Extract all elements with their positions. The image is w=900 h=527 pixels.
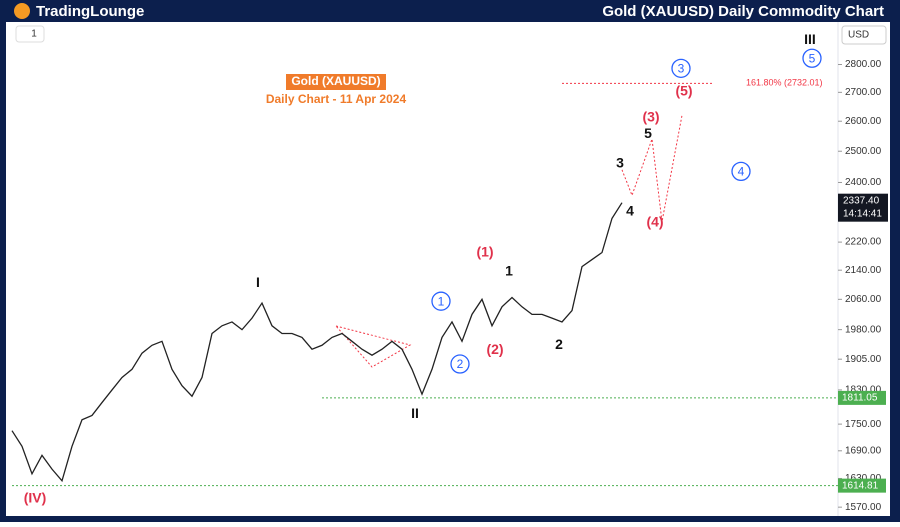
currency-button[interactable]	[841, 25, 887, 45]
y-tick-label: 1750.00	[845, 419, 882, 430]
level-box	[838, 390, 886, 405]
price-line	[11, 202, 623, 483]
wave-circle	[450, 354, 470, 374]
wave-label: 4	[626, 203, 634, 219]
currency[interactable]: USD	[848, 30, 869, 41]
plot-area	[6, 22, 890, 516]
brand: TradingLounge	[36, 3, 144, 20]
wave-circle	[731, 161, 751, 182]
wave-label: (3)	[642, 109, 659, 125]
wave-label: 1	[438, 294, 445, 308]
wave-label: (4)	[646, 214, 663, 230]
y-tick-label: 1630.00	[845, 473, 882, 484]
y-tick-label: 2220.00	[845, 237, 882, 248]
last-price-box	[838, 193, 888, 222]
wave-label: (IV)	[24, 490, 47, 506]
y-tick-label: 1830.00	[845, 385, 882, 396]
wave-label: 4	[738, 165, 745, 179]
last-price: 2337.40	[843, 195, 880, 206]
wave-label: II	[411, 405, 419, 421]
wave-label: (1)	[476, 244, 493, 260]
chart-title: Gold (XAUUSD)	[291, 74, 380, 88]
wave-label: (2)	[486, 341, 503, 357]
wave-label: 3	[616, 155, 624, 171]
wave-label: 3	[678, 62, 685, 76]
wave-circle	[431, 291, 451, 311]
y-tick-label: 2800.00	[845, 59, 882, 70]
level-label: 1614.81	[842, 480, 879, 491]
wave-label: 5	[809, 51, 816, 65]
y-tick-label: 2400.00	[845, 177, 882, 188]
countdown: 14:14:41	[843, 208, 882, 219]
wave-circle	[802, 48, 822, 68]
y-tick-label: 1980.00	[845, 324, 882, 335]
title-box	[286, 74, 386, 90]
wave-label: 1	[505, 263, 513, 279]
y-tick-label: 1905.00	[845, 354, 882, 365]
level-label: 1811.05	[842, 393, 878, 404]
y-tick-label: 2140.00	[845, 265, 882, 276]
logo-icon	[14, 3, 30, 19]
wave-label: 5	[644, 125, 652, 141]
wave-label: 2	[555, 336, 563, 352]
y-tick-label: 1570.00	[845, 502, 882, 513]
header-title: Gold (XAUUSD) Daily Commodity Chart	[602, 3, 884, 20]
wave-label: 2	[457, 357, 464, 371]
y-tick-label: 2600.00	[845, 116, 882, 127]
wave-label: III	[804, 31, 816, 47]
level-label: 161.80% (2732.01)	[746, 78, 823, 88]
interval-button[interactable]	[15, 25, 45, 43]
wave-label: (5)	[675, 82, 692, 98]
wave-label: I	[256, 274, 260, 290]
interval[interactable]: 1	[31, 29, 37, 40]
level-box	[838, 478, 886, 493]
y-tick-label: 2500.00	[845, 146, 882, 157]
y-tick-label: 2700.00	[845, 87, 882, 98]
wave-circle	[671, 58, 691, 79]
y-tick-label: 2060.00	[845, 294, 882, 305]
y-tick-label: 1690.00	[845, 445, 882, 456]
chart-subtitle: Daily Chart - 11 Apr 2024	[266, 92, 407, 106]
